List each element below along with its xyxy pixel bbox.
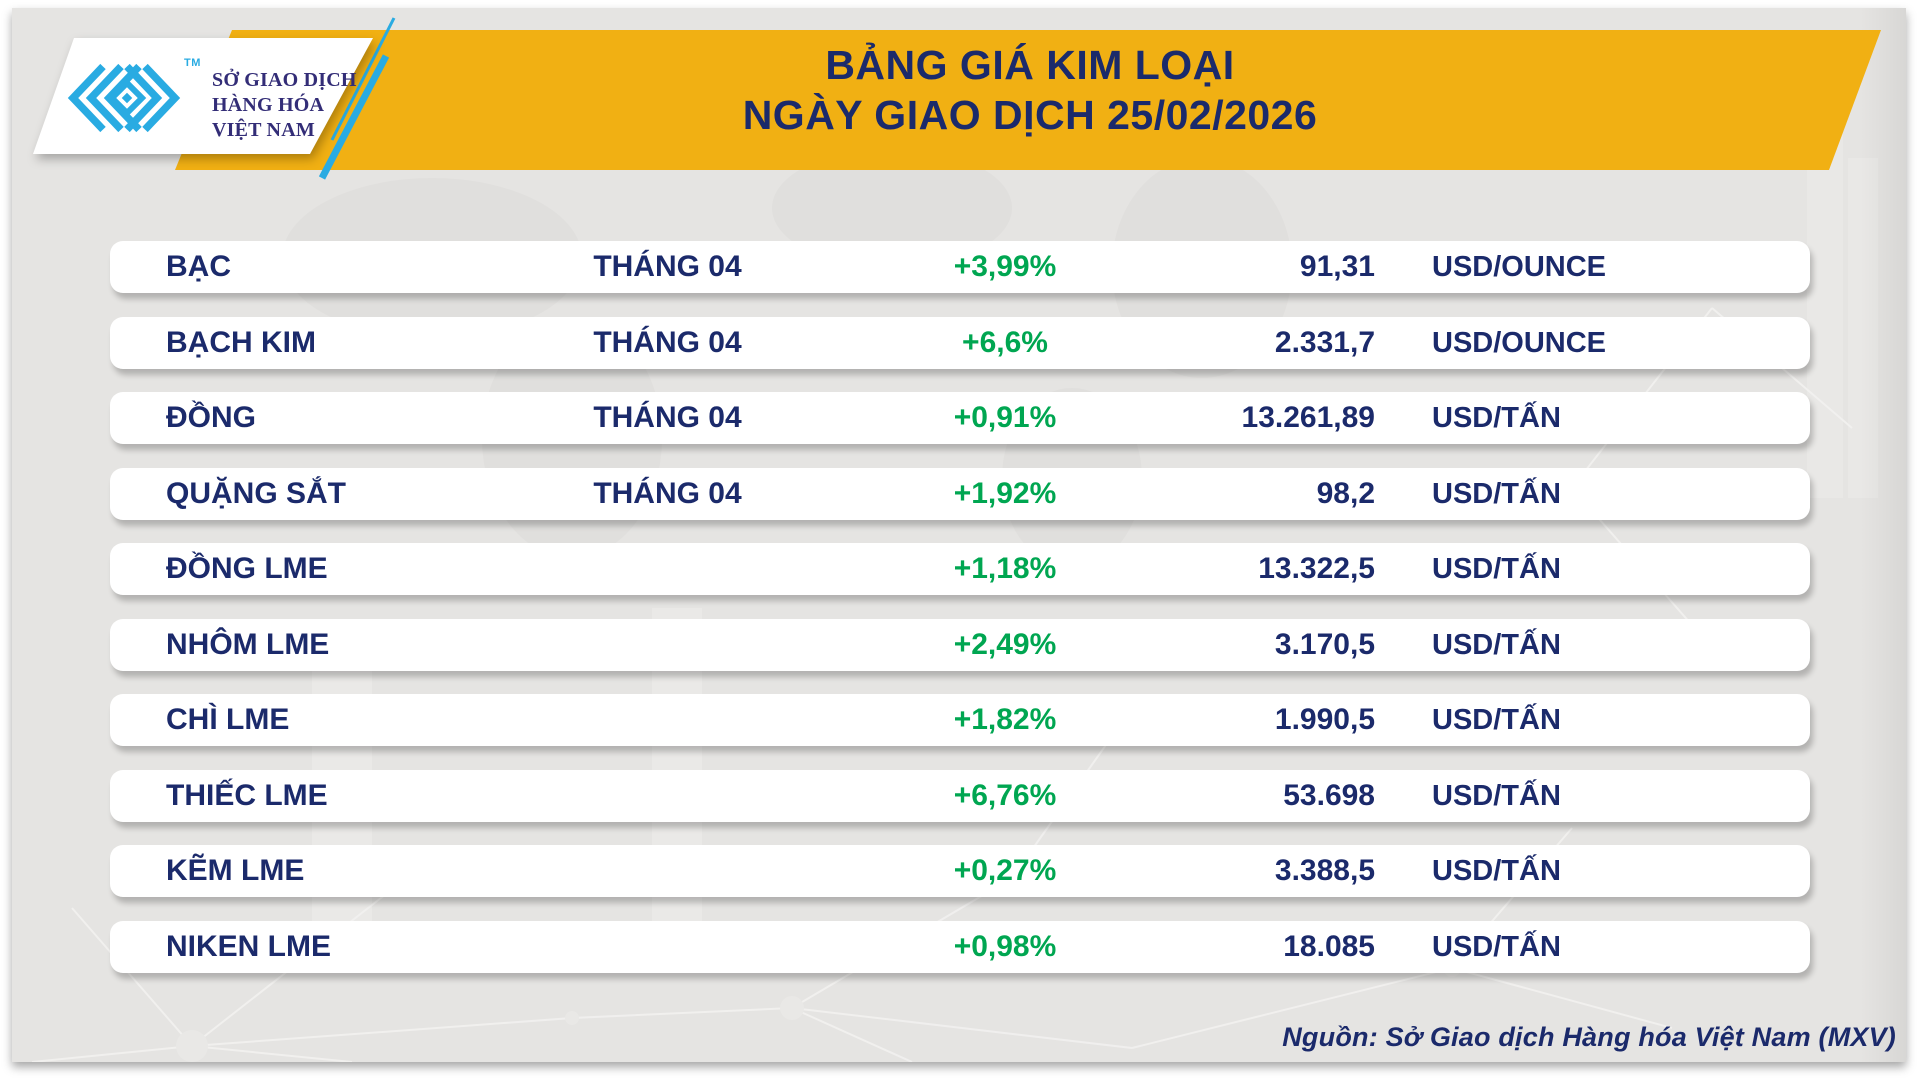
change-percent: +1,18% [953, 552, 1057, 585]
source-note: Nguồn: Sở Giao dịch Hàng hóa Việt Nam (M… [1282, 1022, 1896, 1052]
mxv-logo-icon [67, 63, 181, 133]
change-percent: +2,49% [953, 628, 1057, 661]
commodity-name: BẠC [166, 250, 231, 283]
commodity-name: CHÌ LME [166, 703, 290, 736]
table-row: BẠC THÁNG 04 +3,99% 91,31 USD/OUNCE [110, 241, 1810, 293]
contract-month: THÁNG 04 [593, 401, 742, 434]
price-unit: USD/TẤN [1432, 401, 1561, 434]
price-unit: USD/TẤN [1432, 703, 1561, 736]
table-row: ĐỒNG LME +1,18% 13.322,5 USD/TẤN [110, 543, 1810, 595]
price-value: 18.085 [1283, 930, 1375, 963]
price-unit: USD/TẤN [1432, 854, 1561, 887]
price-value: 1.990,5 [1274, 703, 1375, 736]
price-value: 13.322,5 [1258, 552, 1375, 585]
commodity-name: NIKEN LME [166, 930, 331, 963]
exchange-name: SỞ GIAO DỊCH HÀNG HÓA VIỆT NAM [212, 68, 357, 143]
table-row: BẠCH KIM THÁNG 04 +6,6% 2.331,7 USD/OUNC… [110, 317, 1810, 369]
price-value: 3.388,5 [1274, 854, 1375, 887]
change-percent: +0,27% [953, 854, 1057, 887]
table-row: THIẾC LME +6,76% 53.698 USD/TẤN [110, 770, 1810, 822]
change-percent: +6,6% [962, 326, 1048, 359]
commodity-name: QUẶNG SẮT [166, 477, 346, 510]
price-value: 13.261,89 [1241, 401, 1375, 434]
change-percent: +1,92% [953, 477, 1057, 510]
commodity-name: ĐỒNG [166, 401, 256, 434]
price-value: 3.170,5 [1274, 628, 1375, 661]
price-value: 2.331,7 [1274, 326, 1375, 359]
trademark-symbol: TM [184, 57, 201, 69]
price-unit: USD/TẤN [1432, 628, 1561, 661]
commodity-name: BẠCH KIM [166, 326, 316, 359]
header-banner [175, 30, 1881, 170]
change-percent: +0,91% [953, 401, 1057, 434]
table-row: NHÔM LME +2,49% 3.170,5 USD/TẤN [110, 619, 1810, 671]
price-unit: USD/TẤN [1432, 477, 1561, 510]
table-row: KẼM LME +0,27% 3.388,5 USD/TẤN [110, 845, 1810, 897]
title-line-1: BẢNG GIÁ KIM LOẠI [825, 42, 1235, 88]
price-value: 91,31 [1299, 250, 1375, 283]
table-row: QUẶNG SẮT THÁNG 04 +1,92% 98,2 USD/TẤN [110, 468, 1810, 520]
contract-month: THÁNG 04 [593, 250, 742, 283]
exchange-name-line-2: HÀNG HÓA [212, 94, 325, 116]
price-unit: USD/OUNCE [1432, 250, 1607, 283]
contract-month: THÁNG 04 [593, 326, 742, 359]
price-value: 98,2 [1316, 477, 1375, 510]
exchange-name-line-3: VIỆT NAM [212, 119, 315, 141]
table-row: CHÌ LME +1,82% 1.990,5 USD/TẤN [110, 694, 1810, 746]
title-line-2: NGÀY GIAO DỊCH 25/02/2026 [742, 92, 1318, 138]
commodity-name: KẼM LME [166, 854, 305, 887]
contract-month: THÁNG 04 [593, 477, 742, 510]
change-percent: +0,98% [953, 930, 1057, 963]
price-value: 53.698 [1283, 779, 1375, 812]
price-unit: USD/TẤN [1432, 930, 1561, 963]
price-unit: USD/TẤN [1432, 779, 1561, 812]
change-percent: +6,76% [953, 779, 1057, 812]
table-row: ĐỒNG THÁNG 04 +0,91% 13.261,89 USD/TẤN [110, 392, 1810, 444]
exchange-name-line-1: SỞ GIAO DỊCH [212, 69, 357, 91]
commodity-name: THIẾC LME [166, 779, 328, 812]
change-percent: +1,82% [953, 703, 1057, 736]
price-unit: USD/TẤN [1432, 552, 1561, 585]
commodity-name: ĐỒNG LME [166, 552, 328, 585]
page-title: BẢNG GIÁ KIM LOẠI NGÀY GIAO DỊCH 25/02/2… [380, 40, 1680, 140]
commodity-name: NHÔM LME [166, 628, 330, 661]
table-row: NIKEN LME +0,98% 18.085 USD/TẤN [110, 921, 1810, 973]
price-unit: USD/OUNCE [1432, 326, 1607, 359]
change-percent: +3,99% [953, 250, 1057, 283]
right-edge-shade [1860, 8, 1906, 1062]
